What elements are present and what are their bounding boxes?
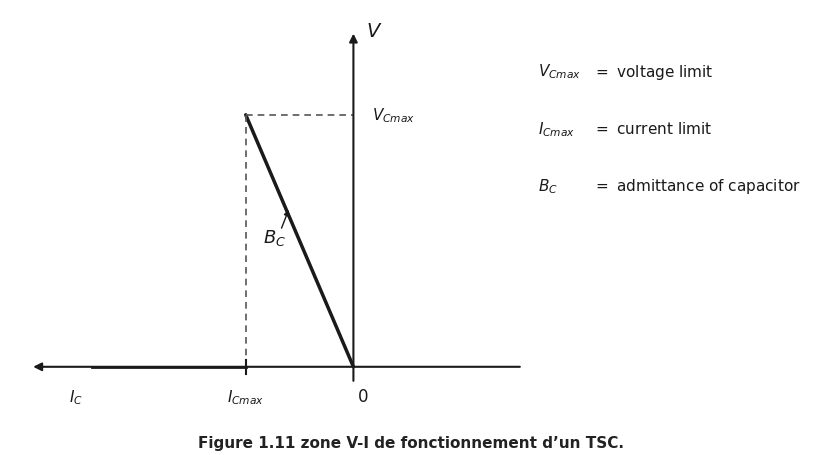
- Text: $I_C$: $I_C$: [69, 387, 83, 406]
- Text: $=$ current limit: $=$ current limit: [593, 121, 713, 137]
- Text: Figure 1.11 zone V-I de fonctionnement d’un TSC.: Figure 1.11 zone V-I de fonctionnement d…: [198, 435, 624, 450]
- Text: $=$ admittance of capacitor: $=$ admittance of capacitor: [593, 177, 801, 196]
- Text: $V_{Cmax}$: $V_{Cmax}$: [538, 63, 581, 81]
- Text: $=$ voltage limit: $=$ voltage limit: [593, 62, 714, 81]
- Text: $B_C$: $B_C$: [538, 177, 558, 195]
- Text: $B_C$: $B_C$: [263, 228, 286, 248]
- Text: $I_{Cmax}$: $I_{Cmax}$: [227, 387, 265, 406]
- Text: $I_{Cmax}$: $I_{Cmax}$: [538, 120, 575, 138]
- Text: $0$: $0$: [357, 387, 368, 405]
- Text: $V$: $V$: [366, 22, 382, 41]
- Text: $V_{Cmax}$: $V_{Cmax}$: [372, 106, 415, 125]
